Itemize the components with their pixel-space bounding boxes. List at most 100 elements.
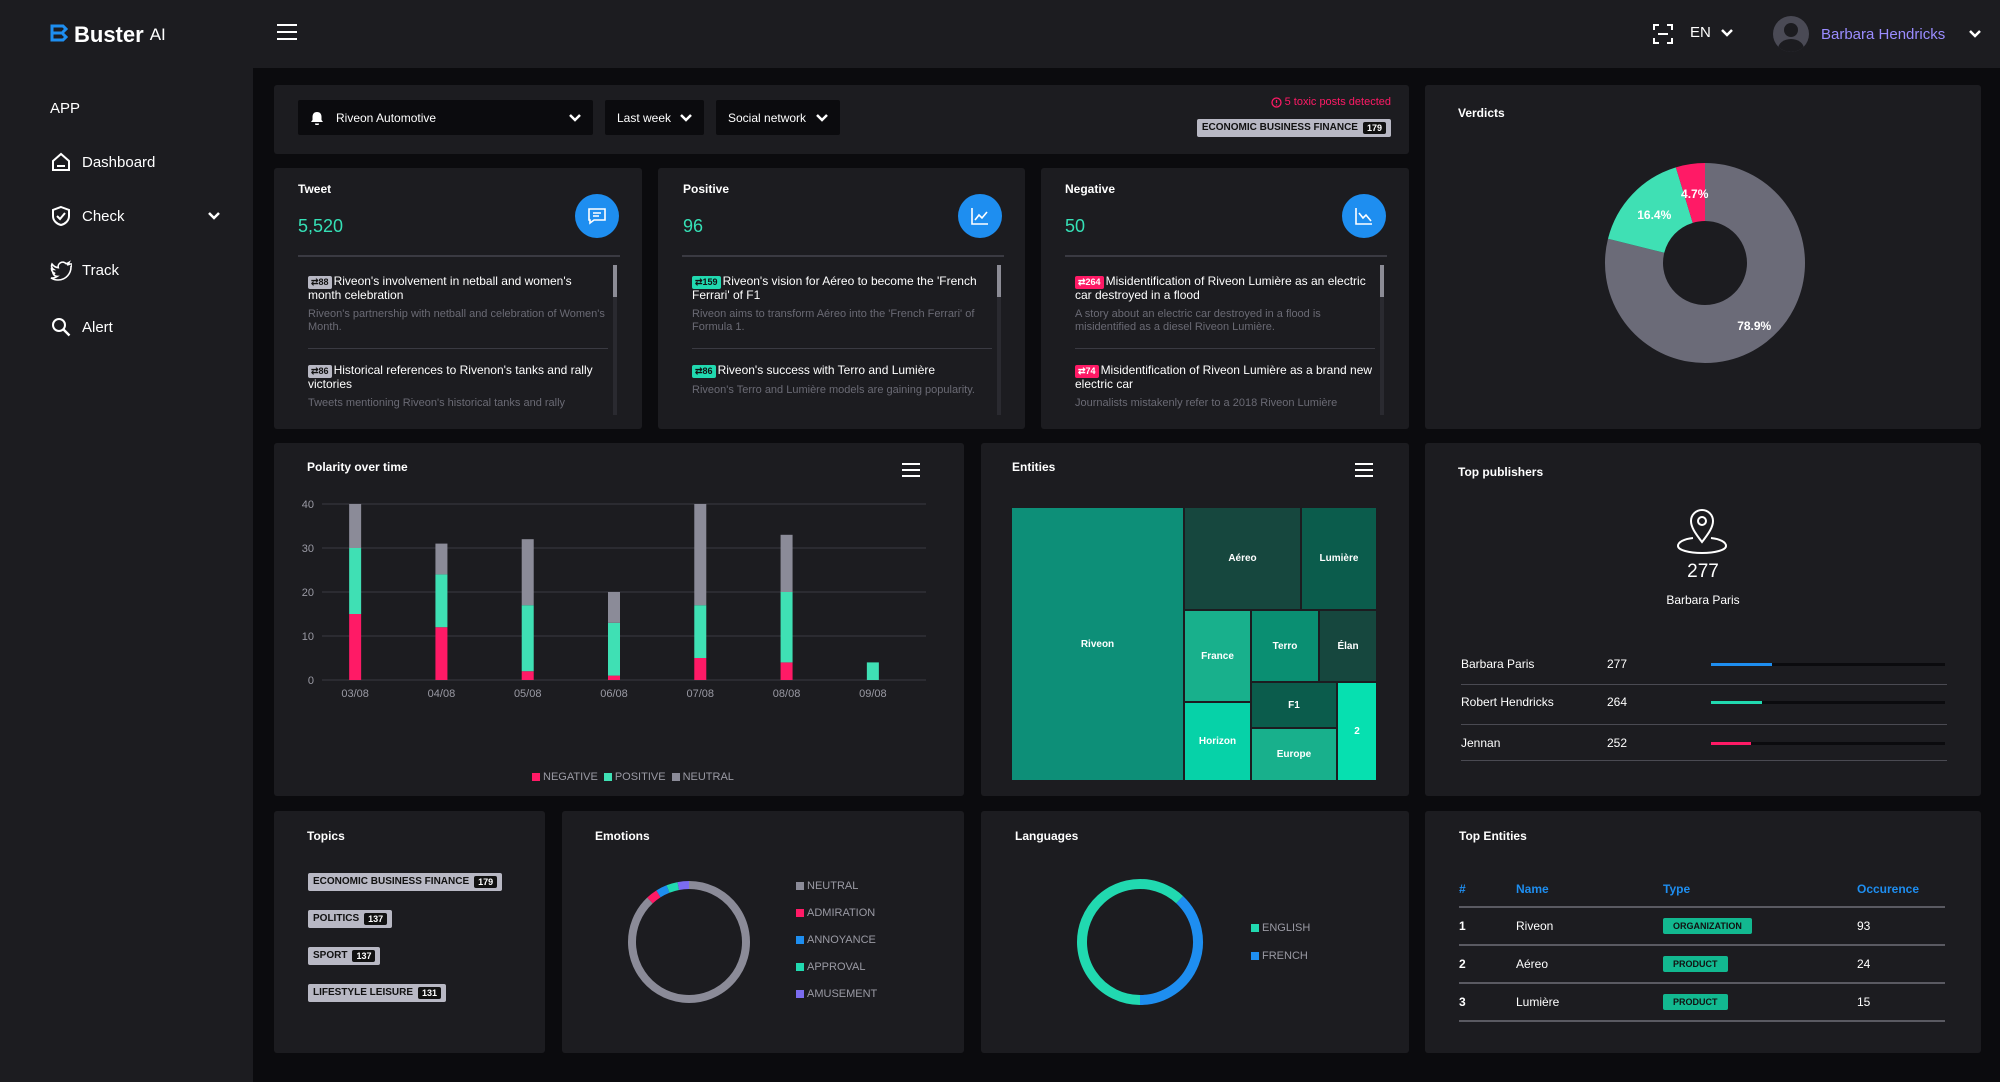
donut-segment[interactable] [666, 882, 680, 893]
treemap-cell-aereo[interactable]: Aéreo [1185, 508, 1300, 609]
treemap-cell-f1[interactable]: F1 [1252, 683, 1336, 727]
donut-segment[interactable] [1605, 163, 1805, 363]
donut-segment[interactable] [1607, 167, 1695, 255]
bar-neutral[interactable] [435, 543, 448, 575]
bar-neutral[interactable] [349, 504, 362, 548]
bar-neutral[interactable] [608, 592, 620, 623]
treemap-cell-elan[interactable]: Élan [1320, 611, 1376, 681]
treemap-cell-lumiere[interactable]: Lumière [1302, 508, 1376, 609]
bar-negative[interactable] [435, 627, 448, 680]
treemap-cell-riveon[interactable]: Riveon [1012, 508, 1183, 780]
legend-positive[interactable]: POSITIVE [603, 771, 666, 783]
col-occurence[interactable]: Occurence [1857, 871, 1945, 908]
chart-menu-icon[interactable] [902, 463, 920, 477]
table-row[interactable]: 3 Lumière PRODUCT 15 [1459, 983, 1945, 1022]
menu-icon[interactable] [277, 24, 297, 40]
legend-neutral[interactable]: NEUTRAL [671, 771, 734, 783]
language-selector[interactable]: EN [1690, 24, 1733, 41]
user-menu[interactable]: Barbara Hendricks [1773, 16, 1982, 52]
donut-segment[interactable] [647, 890, 661, 904]
legend-english[interactable]: ENGLISH [1251, 922, 1310, 934]
scrollbar[interactable] [997, 265, 1001, 415]
sidebar-item-track[interactable]: Track [50, 259, 220, 281]
cell-rank: 2 [1459, 945, 1516, 984]
donut-segment[interactable] [628, 881, 750, 1003]
post-item[interactable]: ⇄74 Misidentification of Riveon Lumière a… [1075, 364, 1375, 410]
topic-tag[interactable]: LIFESTYLE LEISURE 131 [308, 982, 447, 1002]
bar-negative[interactable] [521, 671, 534, 680]
topic-tag[interactable]: SPORT 137 [308, 945, 381, 965]
topic-tag[interactable]: POLITICS 137 [308, 908, 393, 928]
legend-approval[interactable]: APPROVAL [796, 961, 877, 973]
chart-menu-icon[interactable] [1355, 463, 1373, 477]
bar-positive[interactable] [866, 662, 879, 680]
bar-neutral[interactable] [521, 539, 534, 606]
legend-annoyance[interactable]: ANNOYANCE [796, 934, 877, 946]
col-name[interactable]: Name [1516, 871, 1663, 908]
scrollbar[interactable] [1380, 265, 1384, 415]
donut-segment[interactable] [1675, 163, 1707, 224]
topic-tag[interactable]: ECONOMIC BUSINESS FINANCE 179 [308, 871, 503, 891]
bar-positive[interactable] [349, 548, 362, 614]
post-description: Riveon aims to transform Aéreo into the … [692, 308, 975, 333]
donut-segment[interactable] [656, 885, 670, 898]
sidebar-item-check[interactable]: Check [50, 205, 220, 227]
legend-french[interactable]: FRENCH [1251, 950, 1310, 962]
card-title: Negative [1065, 182, 1116, 196]
bar-neutral[interactable] [780, 534, 793, 592]
bar-positive[interactable] [694, 605, 707, 658]
filter-topic-tag[interactable]: ECONOMIC BUSINESS FINANCE 179 [1196, 117, 1391, 137]
period-select[interactable]: Last week [605, 100, 704, 135]
fullscreen-button[interactable] [1653, 24, 1673, 44]
treemap-cell-europe[interactable]: Europe [1252, 729, 1336, 780]
cell-name: Riveon [1516, 907, 1663, 946]
retweet-badge: ⇄88 [308, 276, 332, 289]
legend-admiration[interactable]: ADMIRATION [796, 907, 877, 919]
table-row[interactable]: 1 Riveon ORGANIZATION 93 [1459, 907, 1945, 946]
table-row[interactable]: 2 Aéreo PRODUCT 24 [1459, 945, 1945, 984]
treemap-cell-france[interactable]: France [1185, 611, 1250, 701]
bar-negative[interactable] [694, 658, 707, 680]
sidebar-item-dashboard[interactable]: Dashboard [50, 151, 220, 173]
publisher-row[interactable]: Robert Hendricks 264 [1461, 695, 1945, 709]
bar-positive[interactable] [608, 622, 620, 676]
tag-label: ECONOMIC BUSINESS FINANCE [1201, 122, 1358, 133]
bar-neutral[interactable] [694, 504, 707, 606]
post-item[interactable]: ⇄88 Riveon's involvement in netball and w… [308, 275, 608, 334]
treemap-cell-2[interactable]: 2 [1338, 683, 1376, 780]
bar-positive[interactable] [435, 574, 448, 628]
bar-positive[interactable] [780, 592, 793, 663]
publisher-name: Jennan [1461, 736, 1501, 750]
languages-legend: ENGLISH FRENCH [1251, 922, 1310, 962]
treemap-cell-horizon[interactable]: Horizon [1185, 703, 1250, 780]
legend-neutral[interactable]: NEUTRAL [796, 880, 877, 892]
scrollbar[interactable] [613, 265, 617, 415]
col-type[interactable]: Type [1663, 871, 1857, 908]
brand-select[interactable]: Riveon Automotive [298, 100, 593, 135]
verdicts-donut-chart: 78.9% 16.4% 4.7% [1605, 163, 1805, 363]
post-item[interactable]: ⇄264 Misidentification of Riveon Lumière … [1075, 275, 1375, 334]
chevron-down-icon[interactable] [208, 212, 220, 220]
col-rank[interactable]: # [1459, 871, 1516, 908]
verdicts-card: Verdicts 78.9% 16.4% 4.7% [1425, 85, 1981, 429]
sidebar-item-alert[interactable]: Alert [50, 316, 220, 338]
toxic-alert[interactable]: 5 toxic posts detected [1270, 96, 1391, 108]
donut-segment[interactable] [677, 881, 690, 890]
post-item[interactable]: ⇄86 Riveon's success with Terro and Lumiè… [692, 364, 992, 397]
bar-positive[interactable] [521, 605, 534, 672]
divider [1461, 760, 1947, 761]
bar-negative[interactable] [608, 675, 620, 680]
publisher-row[interactable]: Jennan 252 [1461, 736, 1945, 750]
donut-segment[interactable] [1139, 896, 1203, 1005]
post-item[interactable]: ⇄159 Riveon's vision for Aéreo to become … [692, 275, 992, 334]
legend-negative[interactable]: NEGATIVE [532, 771, 598, 783]
treemap-cell-terro[interactable]: Terro [1252, 611, 1318, 681]
donut-segment[interactable] [1077, 879, 1184, 1005]
publisher-row[interactable]: Barbara Paris 277 [1461, 657, 1945, 671]
legend-amusement[interactable]: AMUSEMENT [796, 988, 877, 1000]
bar-negative[interactable] [349, 614, 362, 680]
bar-negative[interactable] [780, 662, 793, 680]
network-select[interactable]: Social network [716, 100, 840, 135]
post-item[interactable]: ⇄86 Historical references to Rivenon's ta… [308, 364, 608, 410]
brand-logo[interactable]: Buster AI [50, 22, 166, 48]
